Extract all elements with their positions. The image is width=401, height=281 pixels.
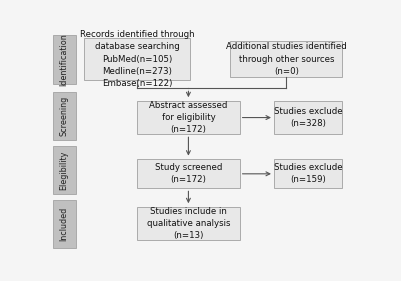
Text: Studies exclude
(n=328): Studies exclude (n=328) <box>274 107 342 128</box>
FancyBboxPatch shape <box>53 92 76 140</box>
FancyBboxPatch shape <box>274 159 342 189</box>
Text: Screening: Screening <box>60 96 69 136</box>
Text: Studies include in
qualitative analysis
(n=13): Studies include in qualitative analysis … <box>147 207 230 240</box>
FancyBboxPatch shape <box>137 207 240 240</box>
Text: Additional studies identified
through other sources
(n=0): Additional studies identified through ot… <box>226 42 347 76</box>
Text: Elegibility: Elegibility <box>60 150 69 190</box>
Text: Abstract assessed
for eligibility
(n=172): Abstract assessed for eligibility (n=172… <box>149 101 228 134</box>
FancyBboxPatch shape <box>53 146 76 194</box>
FancyBboxPatch shape <box>137 159 240 189</box>
FancyBboxPatch shape <box>137 101 240 134</box>
Text: Included: Included <box>60 207 69 241</box>
Text: Study screened
(n=172): Study screened (n=172) <box>155 163 222 184</box>
FancyBboxPatch shape <box>274 101 342 134</box>
FancyBboxPatch shape <box>53 35 76 84</box>
FancyBboxPatch shape <box>53 200 76 248</box>
FancyBboxPatch shape <box>84 38 190 80</box>
Text: Identification: Identification <box>60 33 69 86</box>
Text: Records identified through
database searching
PubMed(n=105)
Medline(n=273)
Embas: Records identified through database sear… <box>80 30 194 88</box>
Text: Studies exclude
(n=159): Studies exclude (n=159) <box>274 163 342 184</box>
FancyBboxPatch shape <box>230 41 342 77</box>
